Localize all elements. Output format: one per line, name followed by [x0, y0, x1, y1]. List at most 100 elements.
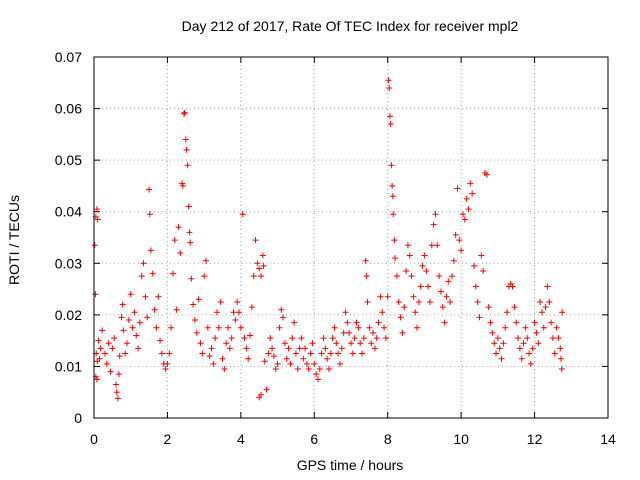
data-point: [228, 335, 235, 342]
data-point: [287, 360, 294, 367]
data-point: [340, 329, 347, 336]
data-point: [373, 335, 380, 342]
data-point: [169, 270, 176, 277]
data-point: [395, 298, 402, 305]
y-tick-label: 0.01: [55, 358, 82, 374]
data-point: [276, 324, 283, 331]
data-point: [115, 371, 122, 378]
data-point: [138, 273, 145, 280]
data-point: [502, 324, 509, 331]
data-point: [489, 329, 496, 336]
data-point: [494, 335, 501, 342]
data-point: [125, 317, 132, 324]
data-point: [283, 355, 290, 362]
data-point: [443, 293, 450, 300]
y-axis-title: ROTI / TECUs: [6, 195, 22, 285]
data-point: [531, 319, 538, 326]
data-point: [243, 345, 250, 352]
data-point: [388, 162, 395, 169]
data-point: [557, 345, 564, 352]
y-tick-label: 0.04: [55, 204, 82, 220]
data-point: [168, 324, 175, 331]
data-point: [386, 113, 393, 120]
data-point: [202, 257, 209, 264]
data-point: [472, 283, 479, 290]
data-point: [342, 309, 349, 316]
data-point: [302, 345, 309, 352]
data-point: [384, 293, 391, 300]
data-point: [120, 327, 127, 334]
data-point: [195, 296, 202, 303]
chart-title: Day 212 of 2017, Rate Of TEC Index for r…: [182, 18, 519, 34]
data-point: [368, 340, 375, 347]
data-point: [95, 337, 102, 344]
data-point: [516, 345, 523, 352]
data-point: [467, 180, 474, 187]
data-point: [559, 309, 566, 316]
data-point: [247, 332, 254, 339]
plot-frame: [93, 56, 609, 419]
data-point: [480, 268, 487, 275]
data-point: [487, 319, 494, 326]
data-point: [131, 309, 138, 316]
data-point: [351, 335, 358, 342]
data-point: [513, 319, 520, 326]
x-tick-label: 6: [310, 431, 318, 447]
data-point: [144, 314, 151, 321]
data-point: [456, 237, 463, 244]
data-point: [439, 304, 446, 311]
data-point: [118, 314, 125, 321]
data-point: [179, 180, 186, 187]
data-point: [177, 249, 184, 256]
data-point: [217, 298, 224, 305]
data-point: [296, 345, 303, 352]
data-point: [180, 110, 187, 117]
data-point: [183, 146, 190, 153]
data-point: [357, 340, 364, 347]
data-point: [313, 371, 320, 378]
y-tick-label: 0.05: [55, 152, 82, 168]
data-point: [109, 345, 116, 352]
data-point: [241, 335, 248, 342]
data-point: [504, 309, 511, 316]
data-point: [272, 366, 279, 373]
data-point: [483, 171, 490, 178]
data-point: [237, 324, 244, 331]
data-point: [370, 329, 377, 336]
data-point: [280, 314, 287, 321]
data-point: [336, 360, 343, 367]
data-point: [102, 350, 109, 357]
data-point: [423, 268, 430, 275]
data-point: [327, 350, 334, 357]
data-point: [226, 345, 233, 352]
data-point: [548, 319, 555, 326]
data-point: [551, 350, 558, 357]
data-point: [558, 366, 565, 373]
data-point: [105, 340, 112, 347]
data-point: [111, 335, 118, 342]
data-point: [417, 283, 424, 290]
data-point: [215, 324, 222, 331]
data-point: [191, 317, 198, 324]
grid-lines: [94, 57, 608, 418]
data-point: [298, 335, 305, 342]
data-point: [329, 335, 336, 342]
data-point: [454, 185, 461, 192]
data-point: [474, 298, 481, 305]
data-point: [410, 293, 417, 300]
y-tick-label: 0.06: [55, 101, 82, 117]
data-point: [324, 355, 331, 362]
data-point: [500, 340, 507, 347]
data-point: [124, 340, 131, 347]
data-point: [309, 340, 316, 347]
data-point: [99, 327, 106, 334]
data-point: [292, 350, 299, 357]
data-point: [239, 211, 246, 218]
data-point: [401, 304, 408, 311]
data-point: [450, 257, 457, 264]
data-point: [248, 304, 255, 311]
data-point: [190, 301, 197, 308]
data-point: [146, 211, 153, 218]
x-tick-labels: 0 2 4 6 8 10 12 14: [90, 431, 616, 447]
data-point: [540, 324, 547, 331]
